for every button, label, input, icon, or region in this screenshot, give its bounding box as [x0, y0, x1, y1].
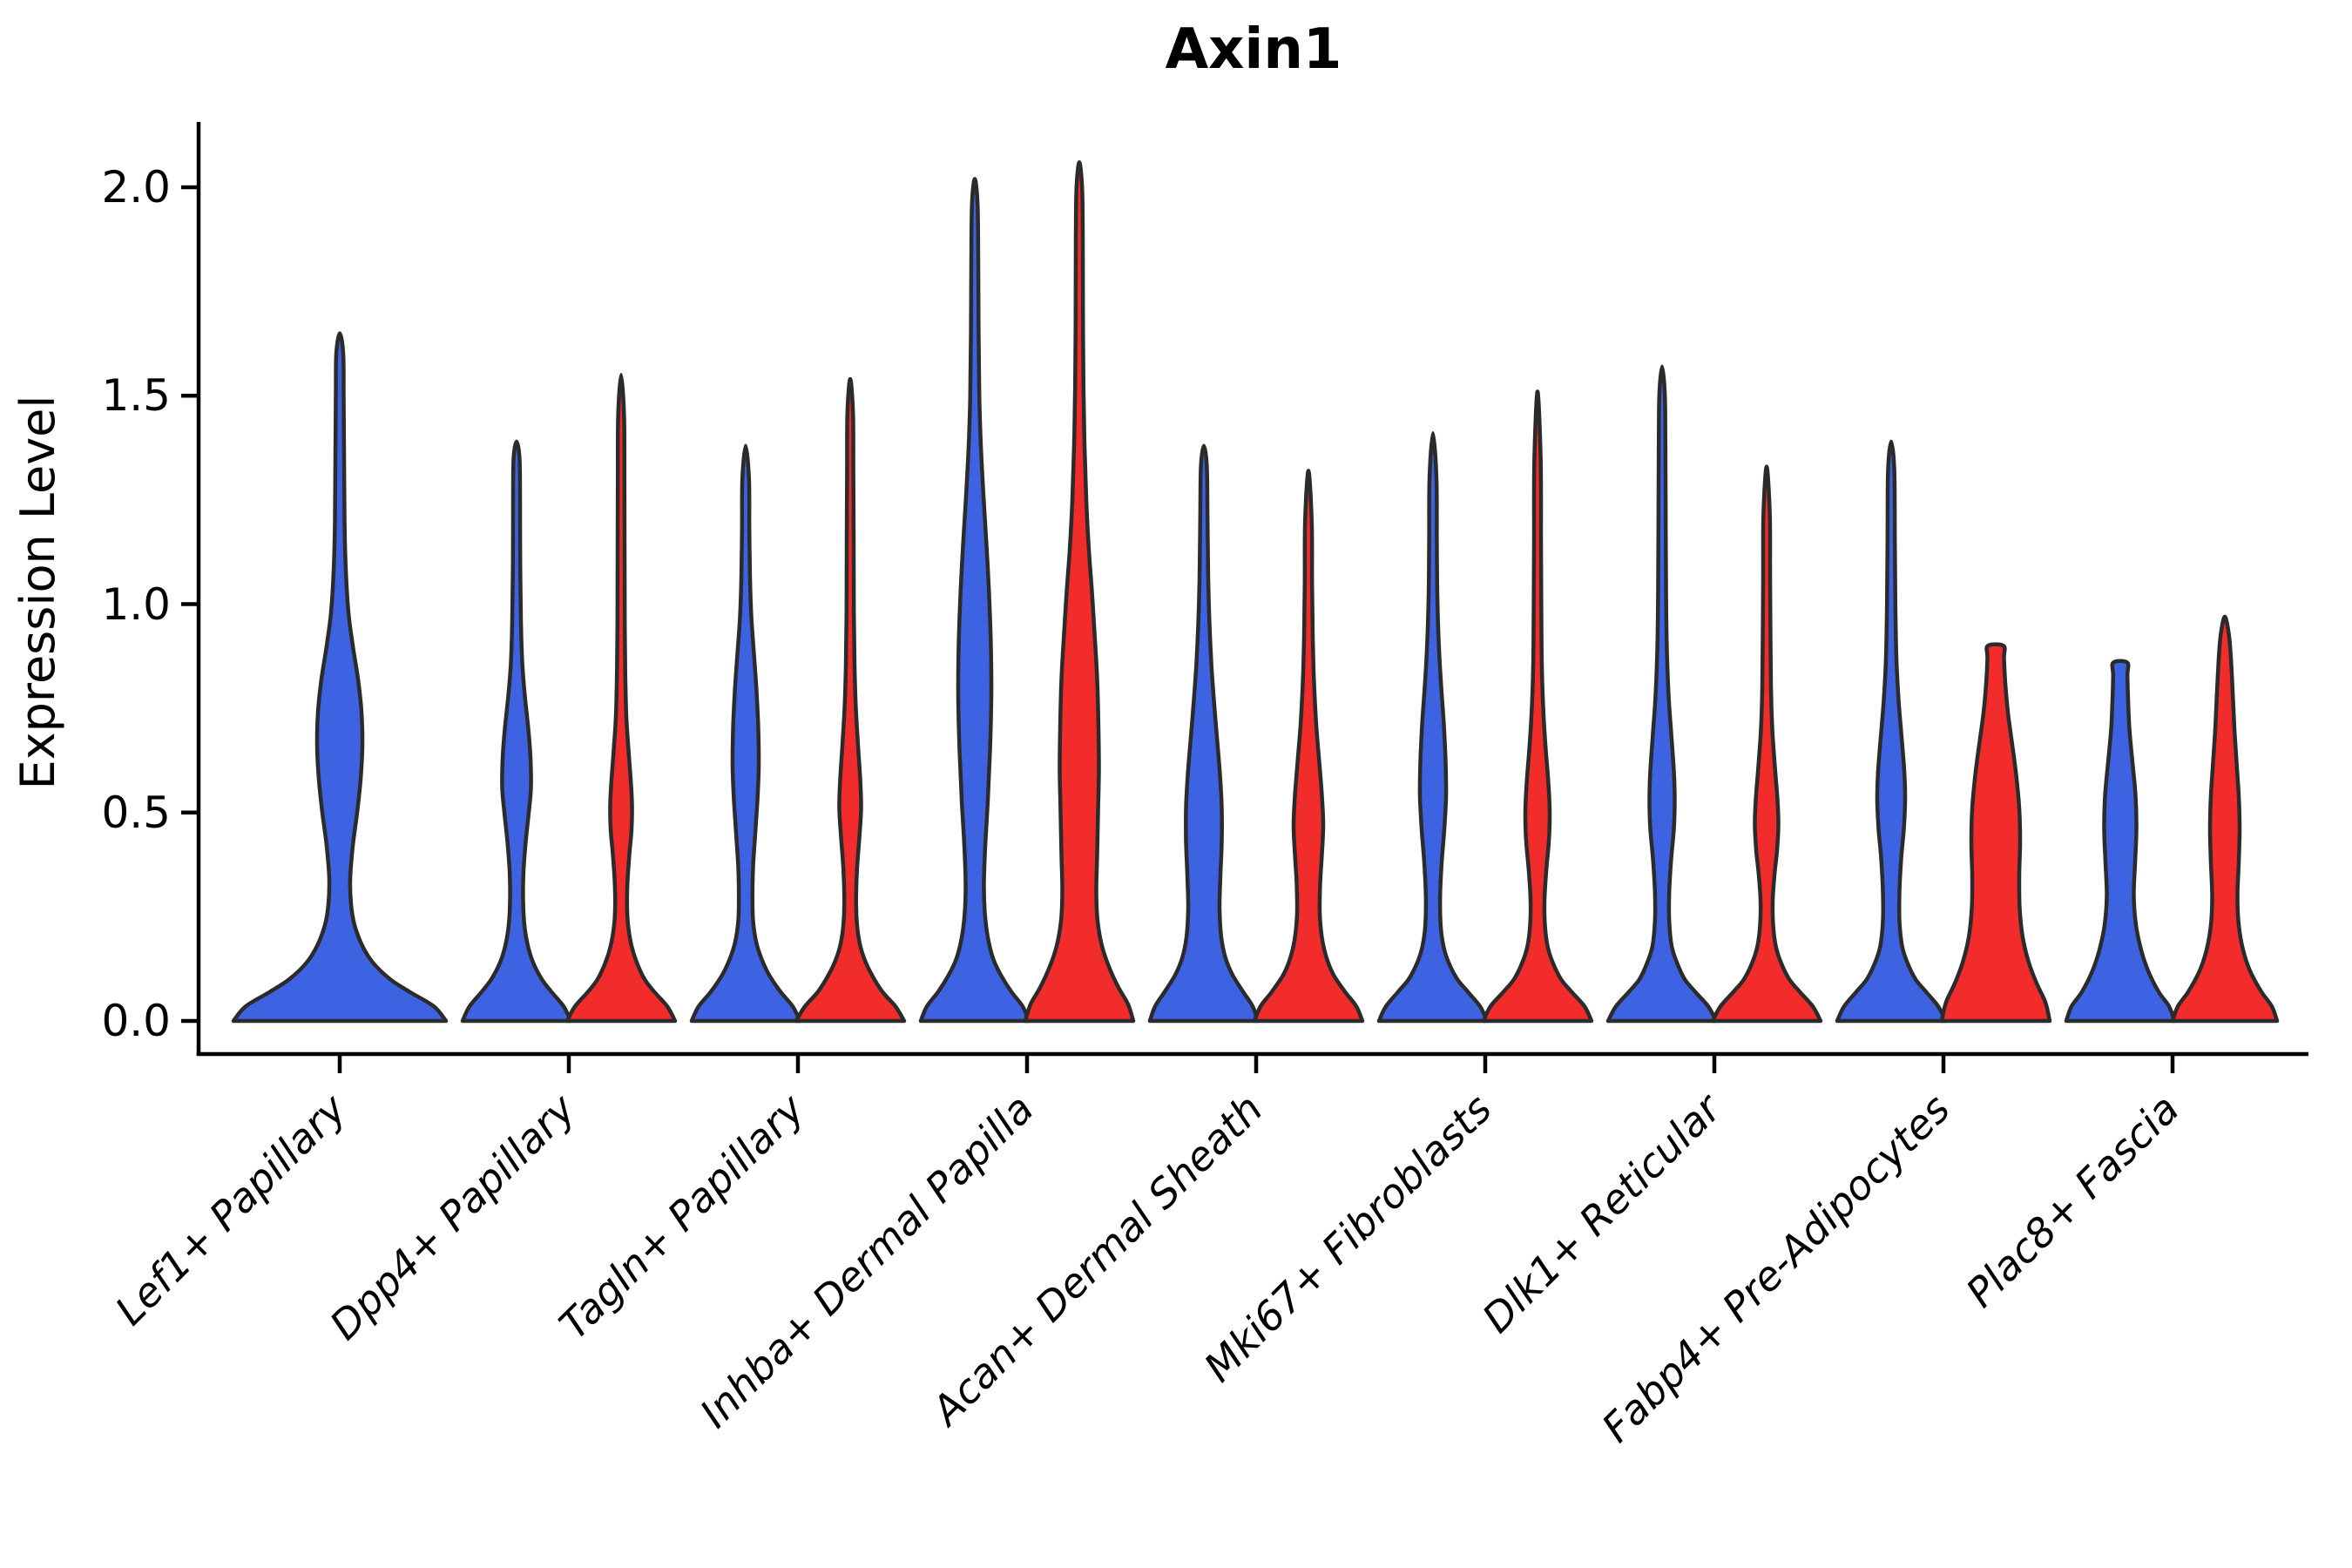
- violin-fabp4-pre-adipocytes-red: [1939, 642, 2052, 1024]
- violin-plac8-fascia-red: [2170, 614, 2280, 1024]
- violin-tagln-papillary-blue: [689, 443, 802, 1024]
- y-tick-label-0: 0.0: [101, 996, 171, 1046]
- violin-inhba-dermal-papilla-red: [1023, 160, 1136, 1024]
- violin-dlk1-reticular-red: [1710, 464, 1823, 1024]
- violin-acan-dermal-sheath-red: [1252, 469, 1365, 1024]
- violin-plac8-fascia-blue: [2064, 659, 2177, 1024]
- y-axis-ticks: [181, 185, 197, 1024]
- x-tick-label-lef1-papillary: Lef1+ Papillary: [106, 1085, 355, 1334]
- violin-dpp4-papillary-red: [564, 373, 678, 1024]
- y-tick-label-3: 1.5: [101, 370, 171, 421]
- x-axis-ticks: [337, 1056, 2175, 1073]
- violin-lef1-papillary-blue: [231, 331, 449, 1024]
- y-tick-label-2: 1.0: [101, 579, 171, 630]
- x-tick-label-plac8-fascia: Plac8+ Fascia: [1957, 1085, 2187, 1316]
- chart-title: Axin1: [1166, 17, 1342, 82]
- violin-mki67-fibroblasts-blue: [1376, 431, 1490, 1024]
- violins-layer: [231, 160, 2280, 1024]
- x-tick-label-tagln-papillary: Tagln+ Papillary: [550, 1085, 814, 1348]
- x-tick-label-dpp4-papillary: Dpp4+ Papillary: [321, 1085, 585, 1348]
- violin-mki67-fibroblasts-red: [1481, 389, 1594, 1024]
- violin-inhba-dermal-papilla-blue: [918, 177, 1031, 1024]
- violin-fabp4-pre-adipocytes-blue: [1835, 439, 1948, 1024]
- y-axis-label: Expression Level: [10, 395, 65, 790]
- y-tick-label-1: 0.5: [101, 787, 171, 838]
- violin-dpp4-papillary-blue: [460, 439, 573, 1024]
- violin-dlk1-reticular-blue: [1605, 364, 1719, 1024]
- violin-tagln-papillary-red: [794, 376, 907, 1024]
- y-tick-label-4: 2.0: [101, 162, 171, 213]
- axes: [181, 122, 2308, 1073]
- violin-acan-dermal-sheath-blue: [1147, 443, 1260, 1024]
- x-tick-label-dlk1-reticular: Dlk1+ Reticular: [1473, 1083, 1732, 1342]
